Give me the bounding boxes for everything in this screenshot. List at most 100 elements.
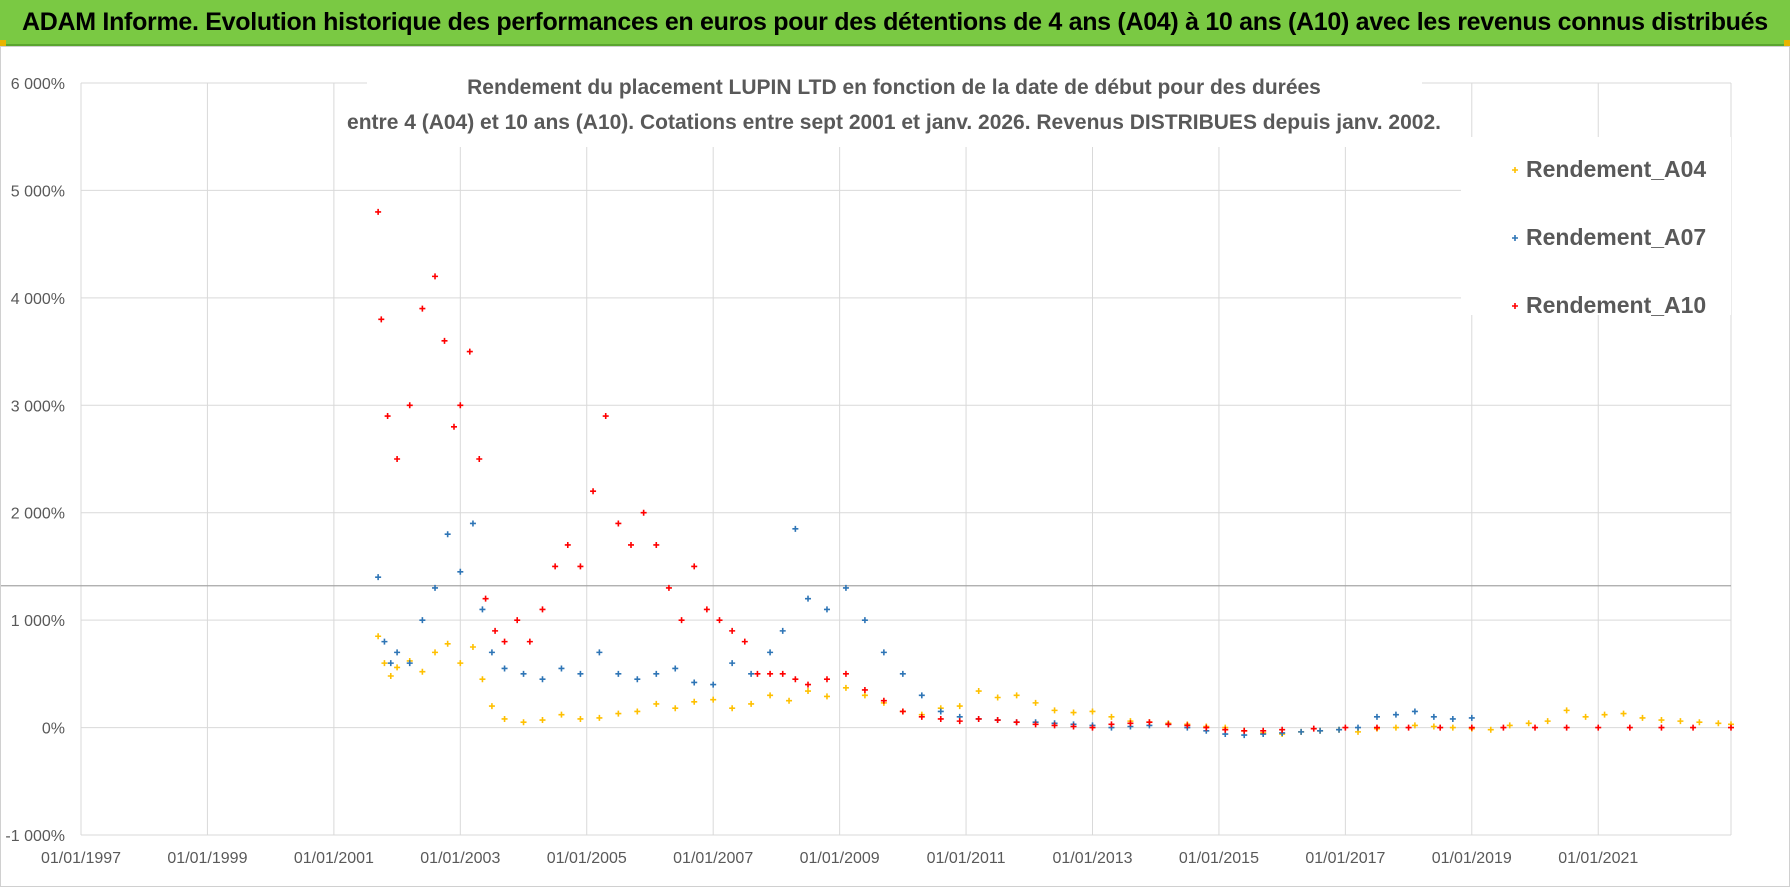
data-point-rendement-a04 [1677, 718, 1684, 725]
data-point-rendement-a04 [1715, 720, 1722, 727]
data-point-rendement-a10 [1626, 724, 1633, 731]
data-point-rendement-a04 [1582, 713, 1589, 720]
data-point-rendement-a10 [564, 541, 571, 548]
y-tick-label: 5 000% [11, 183, 65, 200]
data-point-rendement-a07 [779, 627, 786, 634]
data-point-rendement-a04 [653, 700, 660, 707]
data-point-rendement-a07 [792, 525, 799, 532]
data-point-rendement-a10 [729, 627, 736, 634]
data-point-rendement-a04 [1506, 722, 1513, 729]
data-point-rendement-a04 [1411, 722, 1418, 729]
data-point-rendement-a10 [1222, 726, 1229, 733]
x-tick-label: 01/01/2011 [927, 850, 1006, 867]
y-tick-label: -1 000% [5, 828, 65, 845]
data-point-rendement-a10 [691, 563, 698, 570]
data-point-rendement-a07 [1392, 711, 1399, 718]
data-point-rendement-a10 [1532, 724, 1539, 731]
data-point-rendement-a10 [842, 670, 849, 677]
data-point-rendement-a04 [672, 705, 679, 712]
data-point-rendement-a10 [1500, 724, 1507, 731]
data-point-rendement-a07 [918, 692, 925, 699]
data-point-rendement-a10 [1108, 721, 1115, 728]
data-point-rendement-a07 [539, 676, 546, 683]
data-point-rendement-a04 [501, 715, 508, 722]
data-point-rendement-a10 [1013, 719, 1020, 726]
legend-marker-rendement-a04 [1512, 167, 1518, 173]
x-tick-label: 01/01/1997 [41, 850, 121, 867]
data-point-rendement-a04 [767, 692, 774, 699]
data-point-rendement-a10 [526, 638, 533, 645]
chart: -1 000% 0% 1 000% 2 000% 3 000% 4 000% 5 000% 6… [1, 65, 1734, 867]
data-point-rendement-a07 [558, 665, 565, 672]
data-point-rendement-a04 [1639, 714, 1646, 721]
data-point-rendement-a10 [975, 715, 982, 722]
data-point-rendement-a10 [779, 670, 786, 677]
data-point-rendement-a04 [381, 660, 388, 667]
data-point-rendement-a04 [1658, 717, 1665, 724]
data-point-rendement-a10 [805, 681, 812, 688]
data-point-rendement-a07 [1336, 726, 1343, 733]
y-tick-label: 2 000% [11, 506, 65, 523]
data-point-rendement-a07 [596, 649, 603, 656]
data-point-rendement-a10 [1146, 719, 1153, 726]
data-point-rendement-a10 [1241, 727, 1248, 734]
data-point-rendement-a10 [1658, 724, 1665, 731]
data-point-rendement-a10 [1127, 720, 1134, 727]
data-point-rendement-a10 [918, 713, 925, 720]
data-point-rendement-a10 [1184, 722, 1191, 729]
legend-marker-rendement-a10 [1512, 303, 1518, 309]
data-point-rendement-a04 [1070, 709, 1077, 716]
data-point-rendement-a10 [1563, 724, 1570, 731]
data-point-rendement-a07 [577, 670, 584, 677]
data-point-rendement-a07 [381, 638, 388, 645]
x-tick-label: 01/01/2015 [1179, 850, 1259, 867]
data-point-rendement-a04 [1089, 708, 1096, 715]
data-point-rendement-a04 [1487, 726, 1494, 733]
data-point-rendement-a07 [823, 606, 830, 613]
data-point-rendement-a04 [1563, 707, 1570, 714]
data-point-rendement-a04 [691, 698, 698, 705]
data-point-rendement-a10 [450, 423, 457, 430]
data-point-rendement-a04 [539, 717, 546, 724]
series-rendement-a07 [375, 520, 1475, 739]
data-point-rendement-a10 [492, 627, 499, 634]
data-point-rendement-a10 [1728, 724, 1734, 731]
data-point-rendement-a07 [710, 681, 717, 688]
data-point-rendement-a04 [1525, 720, 1532, 727]
data-point-rendement-a10 [457, 402, 464, 409]
data-point-rendement-a07 [861, 617, 868, 624]
data-point-rendement-a10 [406, 402, 413, 409]
data-point-rendement-a04 [823, 693, 830, 700]
data-point-rendement-a07 [634, 676, 641, 683]
data-point-rendement-a04 [710, 696, 717, 703]
data-point-rendement-a10 [419, 305, 426, 312]
data-point-rendement-a10 [375, 208, 382, 215]
data-point-rendement-a04 [805, 688, 812, 695]
data-point-rendement-a04 [1601, 711, 1608, 718]
data-point-rendement-a07 [457, 568, 464, 575]
data-point-rendement-a07 [469, 520, 476, 527]
data-point-rendement-a10 [956, 718, 963, 725]
data-point-rendement-a07 [375, 574, 382, 581]
data-point-rendement-a07 [432, 584, 439, 591]
x-tick-label: 01/01/2007 [673, 850, 753, 867]
legend-background [1461, 137, 1731, 315]
data-point-rendement-a10 [1405, 724, 1412, 731]
data-point-rendement-a07 [653, 670, 660, 677]
axis-tick-labels: -1 000% 0% 1 000% 2 000% 3 000% 4 000% 5 000% 6… [5, 76, 1638, 867]
x-tick-label: 01/01/2005 [547, 850, 627, 867]
data-point-rendement-a10 [899, 708, 906, 715]
data-point-rendement-a10 [1310, 725, 1317, 732]
data-point-rendement-a10 [501, 638, 508, 645]
data-point-rendement-a10 [1690, 724, 1697, 731]
data-point-rendement-a04 [1051, 707, 1058, 714]
data-point-rendement-a10 [1437, 724, 1444, 731]
data-point-rendement-a04 [1449, 724, 1456, 731]
y-tick-label: 3 000% [11, 398, 65, 415]
data-point-rendement-a10 [514, 617, 521, 624]
data-point-rendement-a04 [786, 697, 793, 704]
legend-marker-rendement-a07 [1512, 235, 1518, 241]
data-point-rendement-a07 [805, 595, 812, 602]
data-point-rendement-a04 [842, 684, 849, 691]
data-point-rendement-a07 [748, 670, 755, 677]
